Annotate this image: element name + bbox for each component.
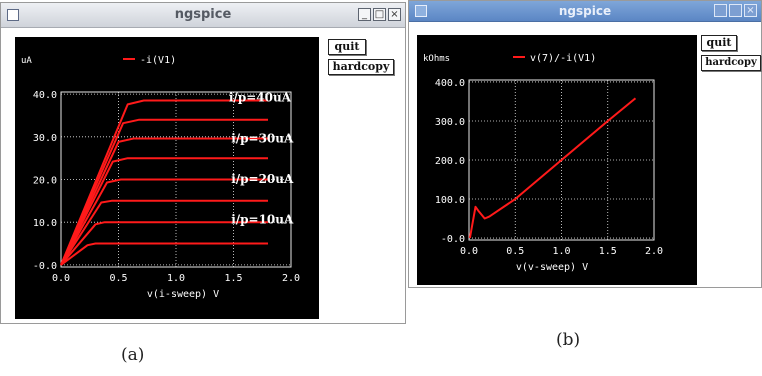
- window-menu-icon[interactable]: [415, 5, 427, 17]
- x-tick-label: 1.5: [599, 246, 617, 257]
- series-line: [468, 97, 637, 239]
- quit-button[interactable]: quit: [328, 39, 366, 55]
- plot-area: 0.0 0.5 1.0 1.5 2.0 -0.0 100.0 200.0 300.0 400.0 k…: [417, 35, 697, 285]
- plot-area: 0.0 0.5 1.0 1.5 2.0 -0.0 10.0 20.0 30.0 40.0 uA -i(…: [15, 37, 319, 319]
- figure-caption-b: (b): [556, 330, 581, 350]
- maximize-icon[interactable]: [729, 4, 742, 17]
- y-tick-label: 10.0: [33, 218, 57, 229]
- x-axis-label: v(i-sweep) V: [147, 289, 219, 300]
- minimize-icon[interactable]: _: [358, 8, 371, 21]
- x-tick-label: 0.5: [506, 246, 524, 257]
- legend-label: v(7)/-i(V1): [530, 53, 596, 64]
- curve-annotation: i/p=40uA: [229, 90, 292, 104]
- chart-svg: 0.0 0.5 1.0 1.5 2.0 -0.0 100.0 200.0 300.0 400.0 k…: [423, 53, 663, 273]
- hardcopy-button[interactable]: hardcopy: [701, 55, 761, 71]
- title-bar[interactable]: ngspice ×: [409, 1, 761, 22]
- y-tick-label: 400.0: [435, 78, 465, 89]
- curve-annotation: i/p=20uA: [231, 172, 294, 186]
- series-line: [60, 199, 268, 266]
- curve-annotation: i/p=10uA: [231, 212, 294, 226]
- window-menu-icon[interactable]: [7, 9, 19, 21]
- y-tick-label: 300.0: [435, 117, 465, 128]
- y-tick-label: 20.0: [33, 176, 57, 187]
- x-tick-label: 1.0: [552, 246, 570, 257]
- plot-frame: [60, 91, 292, 268]
- x-tick-label: 2.0: [282, 273, 300, 284]
- y-tick-label: 40.0: [33, 90, 57, 101]
- unit-label: kOhms: [423, 54, 450, 64]
- window-title: ngspice: [558, 4, 612, 18]
- minimize-icon[interactable]: [714, 4, 727, 17]
- legend-label: -i(V1): [140, 55, 176, 66]
- x-axis-label: v(v-sweep) V: [516, 262, 588, 273]
- y-tick-label: 100.0: [435, 195, 465, 206]
- unit-label: uA: [21, 56, 32, 66]
- series-line: [60, 157, 268, 266]
- x-tick-label: 1.5: [224, 273, 242, 284]
- series-line: [60, 178, 268, 266]
- close-icon[interactable]: ×: [744, 4, 757, 17]
- series-line: [60, 221, 268, 266]
- title-bar[interactable]: ngspice _ □ ×: [1, 3, 405, 28]
- hardcopy-button[interactable]: hardcopy: [328, 59, 394, 75]
- maximize-icon[interactable]: □: [373, 8, 386, 21]
- ngspice-window-a: ngspice _ □ × 0.0 0.5 1.0 1.5 2.0 -0.0 10.0 20.…: [0, 2, 406, 324]
- y-tick-label: -0.0: [441, 234, 465, 245]
- quit-button[interactable]: quit: [701, 35, 737, 51]
- y-tick-label: 200.0: [435, 156, 465, 167]
- x-tick-label: 0.0: [52, 273, 70, 284]
- series-line: [60, 118, 268, 266]
- x-tick-label: 2.0: [645, 246, 663, 257]
- x-tick-label: 0.0: [460, 246, 478, 257]
- figure-caption-a: (a): [121, 345, 145, 365]
- chart-svg: 0.0 0.5 1.0 1.5 2.0 -0.0 10.0 20.0 30.0 40.0 uA -i(…: [21, 55, 300, 300]
- series-line: [60, 99, 268, 266]
- y-tick-label: -0.0: [33, 261, 57, 272]
- window-title: ngspice: [174, 7, 232, 22]
- y-tick-label: 30.0: [33, 133, 57, 144]
- ngspice-window-b: ngspice × 0.0 0.5 1.0 1.5 2.0 -0.0 100.0 200.0 3…: [408, 0, 762, 288]
- plot-frame: [468, 79, 655, 241]
- close-icon[interactable]: ×: [388, 8, 401, 21]
- curve-annotation: i/p=30uA: [231, 131, 294, 145]
- x-tick-label: 1.0: [167, 273, 185, 284]
- series-line: [60, 137, 268, 266]
- series-line: [60, 242, 268, 266]
- x-tick-label: 0.5: [109, 273, 127, 284]
